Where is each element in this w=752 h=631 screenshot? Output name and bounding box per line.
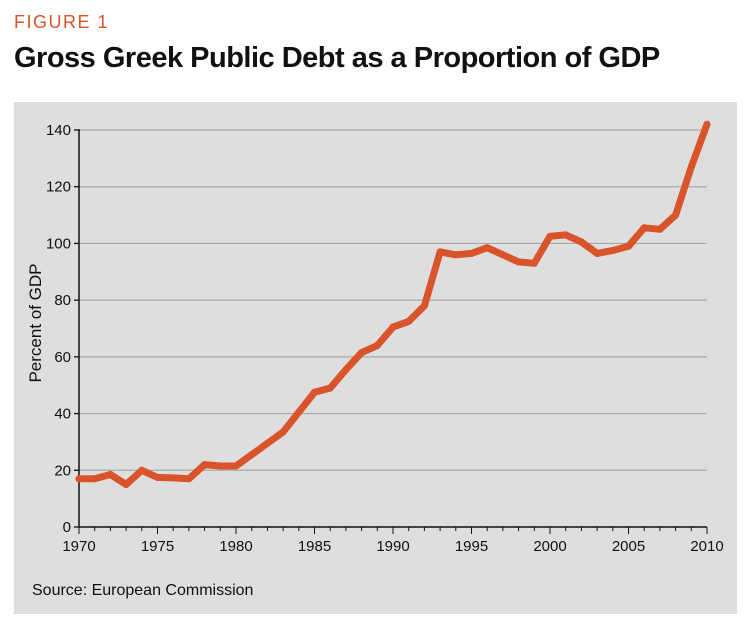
x-tick-label-2000: 2000: [533, 538, 566, 555]
y-tick-label-140: 140: [46, 122, 71, 139]
x-tick-label-1980: 1980: [219, 538, 252, 555]
data-point-1973: [122, 481, 130, 488]
axes: [74, 129, 708, 534]
x-tick-label-2005: 2005: [612, 538, 645, 555]
source-note: Source: European Commission: [32, 582, 254, 599]
data-point-2000: [546, 232, 554, 240]
data-point-2003: [593, 249, 601, 257]
data-point-2004: [609, 247, 617, 254]
data-point-1981: [248, 451, 256, 459]
chart-panel: 0 20 40 60 80 100 120 140 1970 1975 1980 1985 1990 19…: [14, 102, 737, 614]
data-point-1988: [358, 349, 366, 357]
data-point-1985: [311, 388, 318, 396]
data-point-1986: [326, 384, 334, 392]
y-tick-label-80: 80: [54, 292, 71, 309]
x-tick-label-1990: 1990: [376, 538, 409, 555]
data-point-1979: [216, 462, 224, 470]
data-point-1999: [530, 259, 538, 267]
data-point-1974: [138, 466, 146, 474]
data-point-2005: [625, 242, 632, 250]
line-chart: 0 20 40 60 80 100 120 140 1970 1975 1980 1985 1990 19…: [26, 120, 724, 555]
data-point-1978: [201, 461, 209, 469]
data-point-2009: [687, 163, 695, 171]
series-layer: [75, 120, 711, 488]
data-point-2001: [562, 231, 570, 239]
x-tick-label-1975: 1975: [141, 538, 174, 555]
data-point-1982: [263, 439, 271, 447]
data-point-1983: [279, 428, 287, 436]
data-point-1976: [169, 474, 177, 482]
data-point-2007: [656, 225, 664, 233]
x-tick-label-1995: 1995: [455, 538, 488, 555]
data-point-1972: [106, 471, 114, 478]
y-tick-label-60: 60: [54, 349, 71, 366]
data-point-1984: [295, 408, 303, 416]
data-point-1987: [342, 366, 350, 374]
figure-label: FIGURE 1: [14, 12, 110, 32]
data-point-1993: [436, 248, 444, 256]
data-point-2002: [577, 238, 585, 246]
data-point-1990: [389, 323, 397, 331]
data-point-1975: [154, 473, 161, 481]
y-tick-label-20: 20: [54, 462, 71, 479]
gridlines: [79, 129, 707, 471]
y-tick-label-120: 120: [46, 179, 71, 196]
data-point-1994: [452, 251, 460, 259]
data-point-1992: [420, 302, 428, 310]
data-point-1971: [91, 475, 99, 483]
data-point-1991: [405, 317, 413, 325]
x-tick-label-2010: 2010: [690, 538, 723, 555]
data-point-2006: [640, 224, 648, 232]
data-point-1980: [232, 462, 240, 470]
y-tick-label-0: 0: [63, 519, 71, 536]
data-point-1989: [373, 342, 381, 349]
data-point-2010: [703, 120, 711, 128]
x-tick-label-1970: 1970: [62, 538, 95, 555]
y-tick-label-100: 100: [46, 235, 71, 252]
y-tick-label-40: 40: [54, 406, 71, 423]
data-point-1996: [483, 244, 491, 252]
tick-labels: 0 20 40 60 80 100 120 140 1970 1975 1980 1985 1990 19…: [46, 122, 724, 555]
series-line-0: [75, 120, 711, 488]
x-tick-label-1985: 1985: [298, 538, 331, 555]
data-point-1997: [499, 251, 507, 259]
data-point-1970: [75, 475, 83, 483]
data-point-1998: [515, 258, 523, 266]
data-point-1977: [185, 475, 193, 483]
data-point-1995: [468, 249, 475, 257]
data-point-2008: [672, 211, 680, 219]
chart-title: Gross Greek Public Debt as a Proportion …: [14, 42, 660, 74]
y-axis-label: Percent of GDP: [26, 263, 45, 382]
